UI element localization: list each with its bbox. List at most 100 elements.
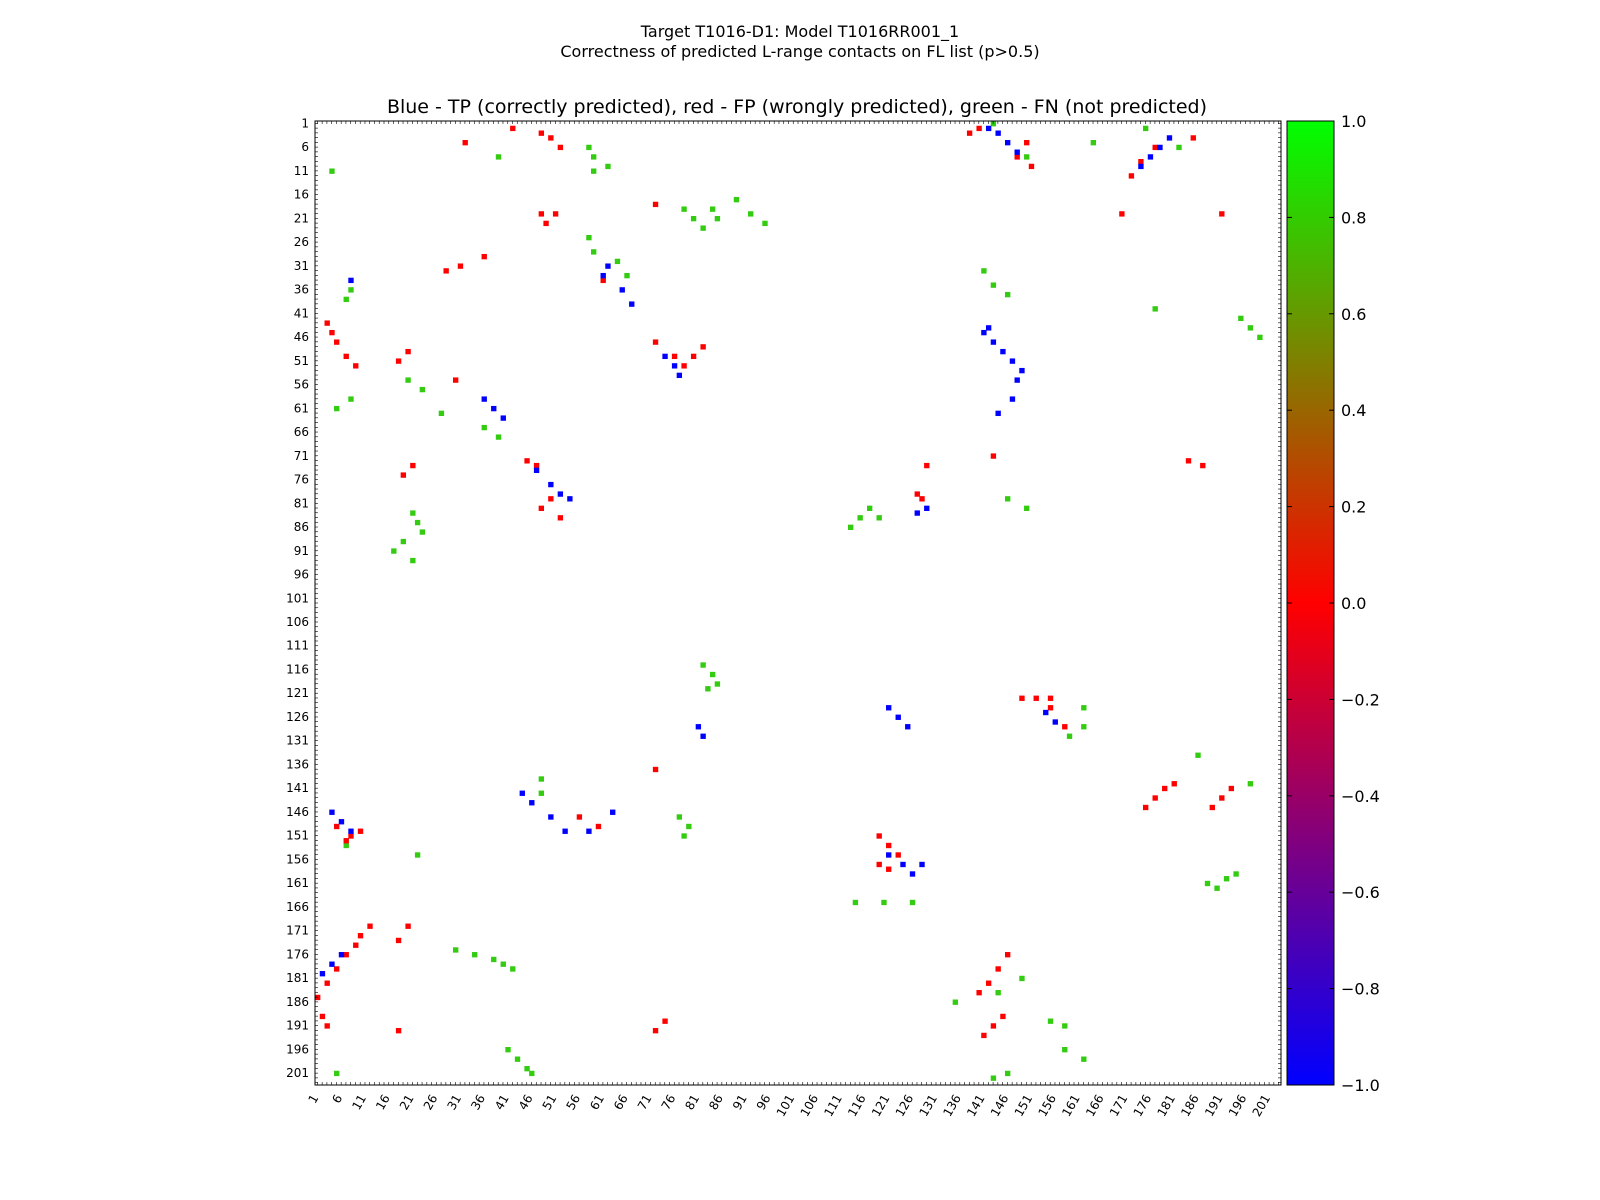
- contact-cell-fn: [343, 842, 349, 849]
- contact-cell-fn: [714, 215, 721, 222]
- contact-cell-fp: [1005, 952, 1011, 958]
- contact-cell-fp: [543, 220, 549, 227]
- contact-cell-fp: [557, 515, 564, 521]
- contact-cell-fn: [1005, 291, 1011, 298]
- contact-cell-fn: [591, 154, 597, 160]
- contact-cell-tp: [1009, 358, 1016, 364]
- contact-cell-fp: [1190, 135, 1196, 141]
- y-tick-label: 111: [286, 639, 309, 653]
- contact-cell-tp: [1147, 154, 1154, 160]
- y-tick-label: 191: [286, 1019, 309, 1033]
- contact-cell-fp: [524, 458, 530, 464]
- contact-cell-tp: [1005, 140, 1011, 146]
- x-tick-label: 116: [845, 1092, 869, 1119]
- y-tick-label: 56: [294, 378, 309, 392]
- contact-cell-fp: [405, 348, 411, 355]
- y-tick-label: 6: [301, 140, 309, 154]
- contact-cell-fn: [1081, 1056, 1087, 1062]
- contact-cell-fn: [1233, 871, 1239, 877]
- contact-cell-tp: [548, 814, 554, 820]
- y-tick-label: 31: [294, 259, 309, 273]
- contact-cell-fn: [400, 538, 407, 545]
- contact-cell-tp: [529, 800, 535, 806]
- contact-cell-fn: [748, 211, 754, 217]
- y-tick-label: 61: [294, 401, 309, 415]
- y-tick-label: 106: [286, 615, 309, 629]
- colorbar-tick-label: 0.6: [1341, 305, 1366, 324]
- contact-cell-fn: [1214, 885, 1220, 891]
- x-tick-label: 136: [940, 1092, 964, 1119]
- contact-cell-fn: [334, 405, 340, 412]
- contact-cell-fn: [605, 163, 611, 170]
- contact-cell-tp: [491, 405, 497, 412]
- x-tick-label: 141: [964, 1092, 988, 1119]
- contact-cell-fn: [438, 410, 445, 417]
- contact-cell-fn: [1204, 880, 1211, 887]
- contact-cell-fn: [510, 966, 516, 972]
- contact-cell-fp: [981, 1032, 987, 1039]
- contact-cell-fp: [357, 933, 364, 939]
- colorbar-tick-label: 1.0: [1341, 112, 1366, 131]
- contact-cell-fp: [914, 491, 920, 497]
- contact-cell-fn: [1143, 125, 1149, 132]
- contact-cell-fp: [324, 1023, 330, 1029]
- contact-cell-fp: [576, 814, 583, 820]
- contact-cell-tp: [886, 705, 892, 711]
- contact-cell-tp: [329, 809, 335, 815]
- contact-cell-fp: [538, 211, 545, 217]
- contact-cell-fn: [705, 686, 711, 692]
- x-tick-label: 16: [373, 1092, 393, 1112]
- x-tick-label: 186: [1178, 1092, 1202, 1119]
- contact-cell-fn: [909, 899, 916, 906]
- contact-cell-tp: [348, 277, 354, 284]
- contact-cell-fp: [395, 937, 402, 944]
- contact-cell-fp: [453, 377, 459, 383]
- contact-cell-fn: [881, 899, 887, 906]
- contact-cell-tp: [695, 724, 702, 730]
- colorbar-tick-label: −1.0: [1341, 1076, 1380, 1095]
- chart-title-line2: Correctness of predicted L-range contact…: [560, 42, 1040, 61]
- contact-cell-fp: [1219, 795, 1225, 801]
- contact-cell-fp: [595, 823, 602, 830]
- x-tick-label: 71: [635, 1092, 655, 1112]
- contact-cell-fn: [453, 947, 459, 953]
- y-tick-label: 201: [286, 1066, 309, 1080]
- contact-cell-tp: [985, 325, 992, 331]
- x-tick-label: 66: [611, 1092, 631, 1112]
- contact-cell-fn: [491, 956, 497, 963]
- contact-cell-tp: [605, 263, 611, 269]
- y-tick-label: 91: [294, 544, 309, 558]
- contact-cell-fn: [1062, 1023, 1068, 1029]
- contact-cell-fn: [676, 814, 683, 820]
- y-tick-label: 81: [294, 496, 309, 510]
- contact-cell-tp: [1043, 709, 1049, 716]
- contact-cell-fp: [1171, 781, 1177, 787]
- contact-cell-fp: [600, 277, 606, 284]
- contact-cell-tp: [995, 410, 1001, 417]
- plot-background: [315, 121, 1281, 1085]
- x-tick-label: 6: [329, 1092, 345, 1106]
- contact-cell-fp: [1119, 211, 1125, 217]
- contact-cell-fn: [472, 952, 478, 958]
- contact-cell-tp: [1000, 348, 1006, 355]
- x-tick-label: 101: [774, 1092, 798, 1119]
- contact-cell-fn: [614, 258, 621, 265]
- colorbar-tick-label: −0.4: [1341, 787, 1380, 806]
- contact-cell-fn: [1081, 705, 1087, 711]
- x-tick-label: 146: [988, 1092, 1012, 1119]
- contact-cell-tp: [662, 353, 668, 360]
- contact-cell-fn: [410, 510, 416, 516]
- contact-cell-fn: [700, 225, 706, 231]
- y-tick-label: 181: [286, 971, 309, 985]
- contact-cell-fn: [867, 505, 873, 511]
- y-tick-label: 51: [294, 354, 309, 368]
- contact-cell-fn: [1152, 306, 1158, 312]
- contact-cell-fn: [500, 961, 506, 967]
- contact-cell-fn: [714, 681, 721, 687]
- y-tick-label: 136: [286, 757, 309, 771]
- contact-cell-fp: [334, 823, 340, 830]
- y-tick-label: 176: [286, 947, 309, 961]
- contact-cell-fn: [495, 434, 502, 440]
- contact-cell-fp: [1219, 211, 1225, 217]
